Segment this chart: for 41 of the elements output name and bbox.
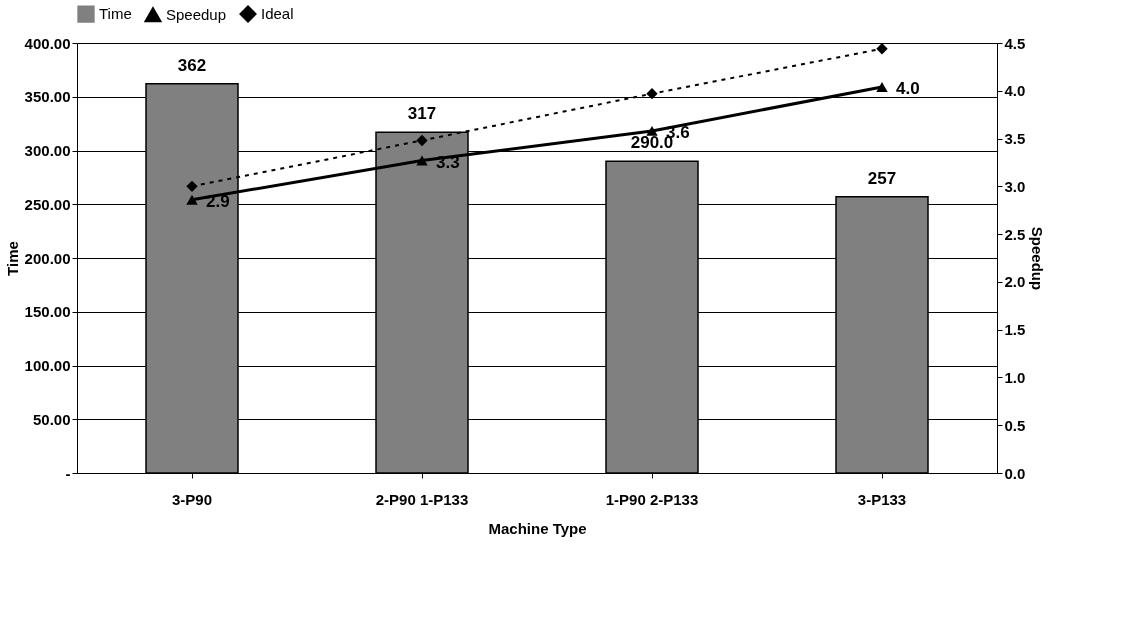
y-tick-label: 400.00	[24, 34, 71, 52]
data-label: 317	[407, 104, 437, 124]
y-axis-title: Time	[3, 241, 21, 276]
x-tick-label: 3-P133	[857, 490, 907, 508]
point	[416, 134, 428, 147]
y-tick-label: -	[65, 464, 71, 482]
y2-tick-label: 0.0	[1004, 464, 1026, 482]
y-tick-label: 250.00	[24, 195, 71, 213]
y-tick-label: 50.00	[32, 410, 71, 428]
legend-label: Speedup	[166, 5, 227, 23]
data-label: 4.0	[896, 78, 920, 98]
y-tick-label: 300.00	[24, 142, 71, 159]
y2-tick-label: 1.0	[1004, 368, 1026, 386]
y2-tick-label: 2.0	[1004, 273, 1026, 291]
y-tick-label: 150.00	[24, 303, 71, 321]
y2-tick-label: 4.5	[1004, 34, 1026, 52]
y-tick-label: 100.00	[24, 357, 71, 374]
y2-tick-label: 2.5	[1004, 225, 1026, 243]
y2-tick-label: 4.0	[1004, 82, 1026, 100]
y2-tick-label: 1.5	[1004, 321, 1026, 339]
data-label: 257	[867, 168, 897, 188]
y2-axis-title: Speedup	[1029, 226, 1047, 291]
point	[416, 155, 428, 166]
x-tick-label: 3-P90	[171, 490, 213, 508]
point	[186, 180, 198, 193]
y-tick-label: 200.00	[24, 249, 71, 267]
point	[186, 194, 198, 205]
point	[876, 43, 888, 55]
point	[876, 82, 888, 92]
x-axis-title: Machine Type	[488, 519, 587, 537]
point	[646, 87, 658, 100]
y-tick-label: 350.00	[24, 88, 71, 106]
legend-label: Time	[99, 5, 132, 23]
y2-tick-label: 0.5	[1004, 416, 1026, 434]
data-label: 362	[177, 55, 207, 75]
y2-tick-label: 3.0	[1004, 177, 1026, 195]
x-tick-label: 1-P90 2-P133	[605, 490, 699, 508]
point	[646, 125, 658, 136]
x-tick-label: 2-P90 1-P133	[375, 490, 469, 508]
y2-tick-label: 3.5	[1004, 130, 1026, 148]
legend-label: Ideal	[261, 5, 294, 23]
